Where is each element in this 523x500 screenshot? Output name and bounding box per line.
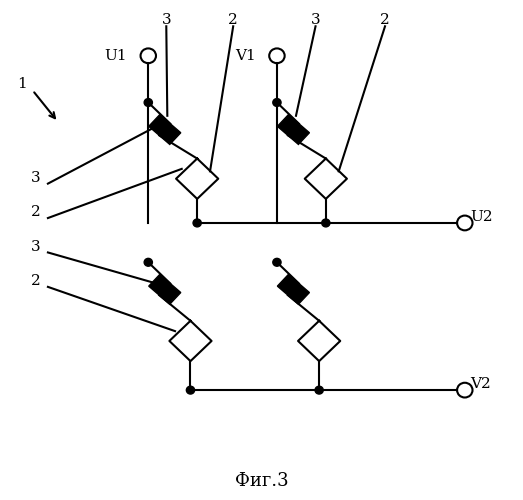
Text: U1: U1 — [105, 49, 127, 63]
Circle shape — [322, 219, 330, 227]
Polygon shape — [277, 114, 310, 144]
Text: 2: 2 — [31, 205, 41, 219]
Circle shape — [186, 386, 195, 394]
Polygon shape — [277, 274, 310, 304]
Text: 2: 2 — [380, 13, 390, 27]
Text: V2: V2 — [470, 376, 491, 390]
Text: U2: U2 — [470, 210, 493, 224]
Circle shape — [144, 98, 152, 106]
Text: 1: 1 — [17, 77, 27, 91]
Text: V1: V1 — [235, 49, 256, 63]
Text: 3: 3 — [31, 240, 41, 254]
Text: Фиг.3: Фиг.3 — [235, 472, 288, 490]
Text: 3: 3 — [162, 13, 171, 27]
Text: 2: 2 — [229, 13, 238, 27]
Polygon shape — [149, 274, 181, 304]
Circle shape — [273, 98, 281, 106]
Circle shape — [193, 219, 201, 227]
Text: 2: 2 — [31, 274, 41, 288]
Text: 3: 3 — [311, 13, 321, 27]
Polygon shape — [149, 114, 181, 144]
Circle shape — [273, 258, 281, 266]
Circle shape — [144, 258, 152, 266]
Circle shape — [315, 386, 323, 394]
Text: 3: 3 — [31, 170, 41, 184]
